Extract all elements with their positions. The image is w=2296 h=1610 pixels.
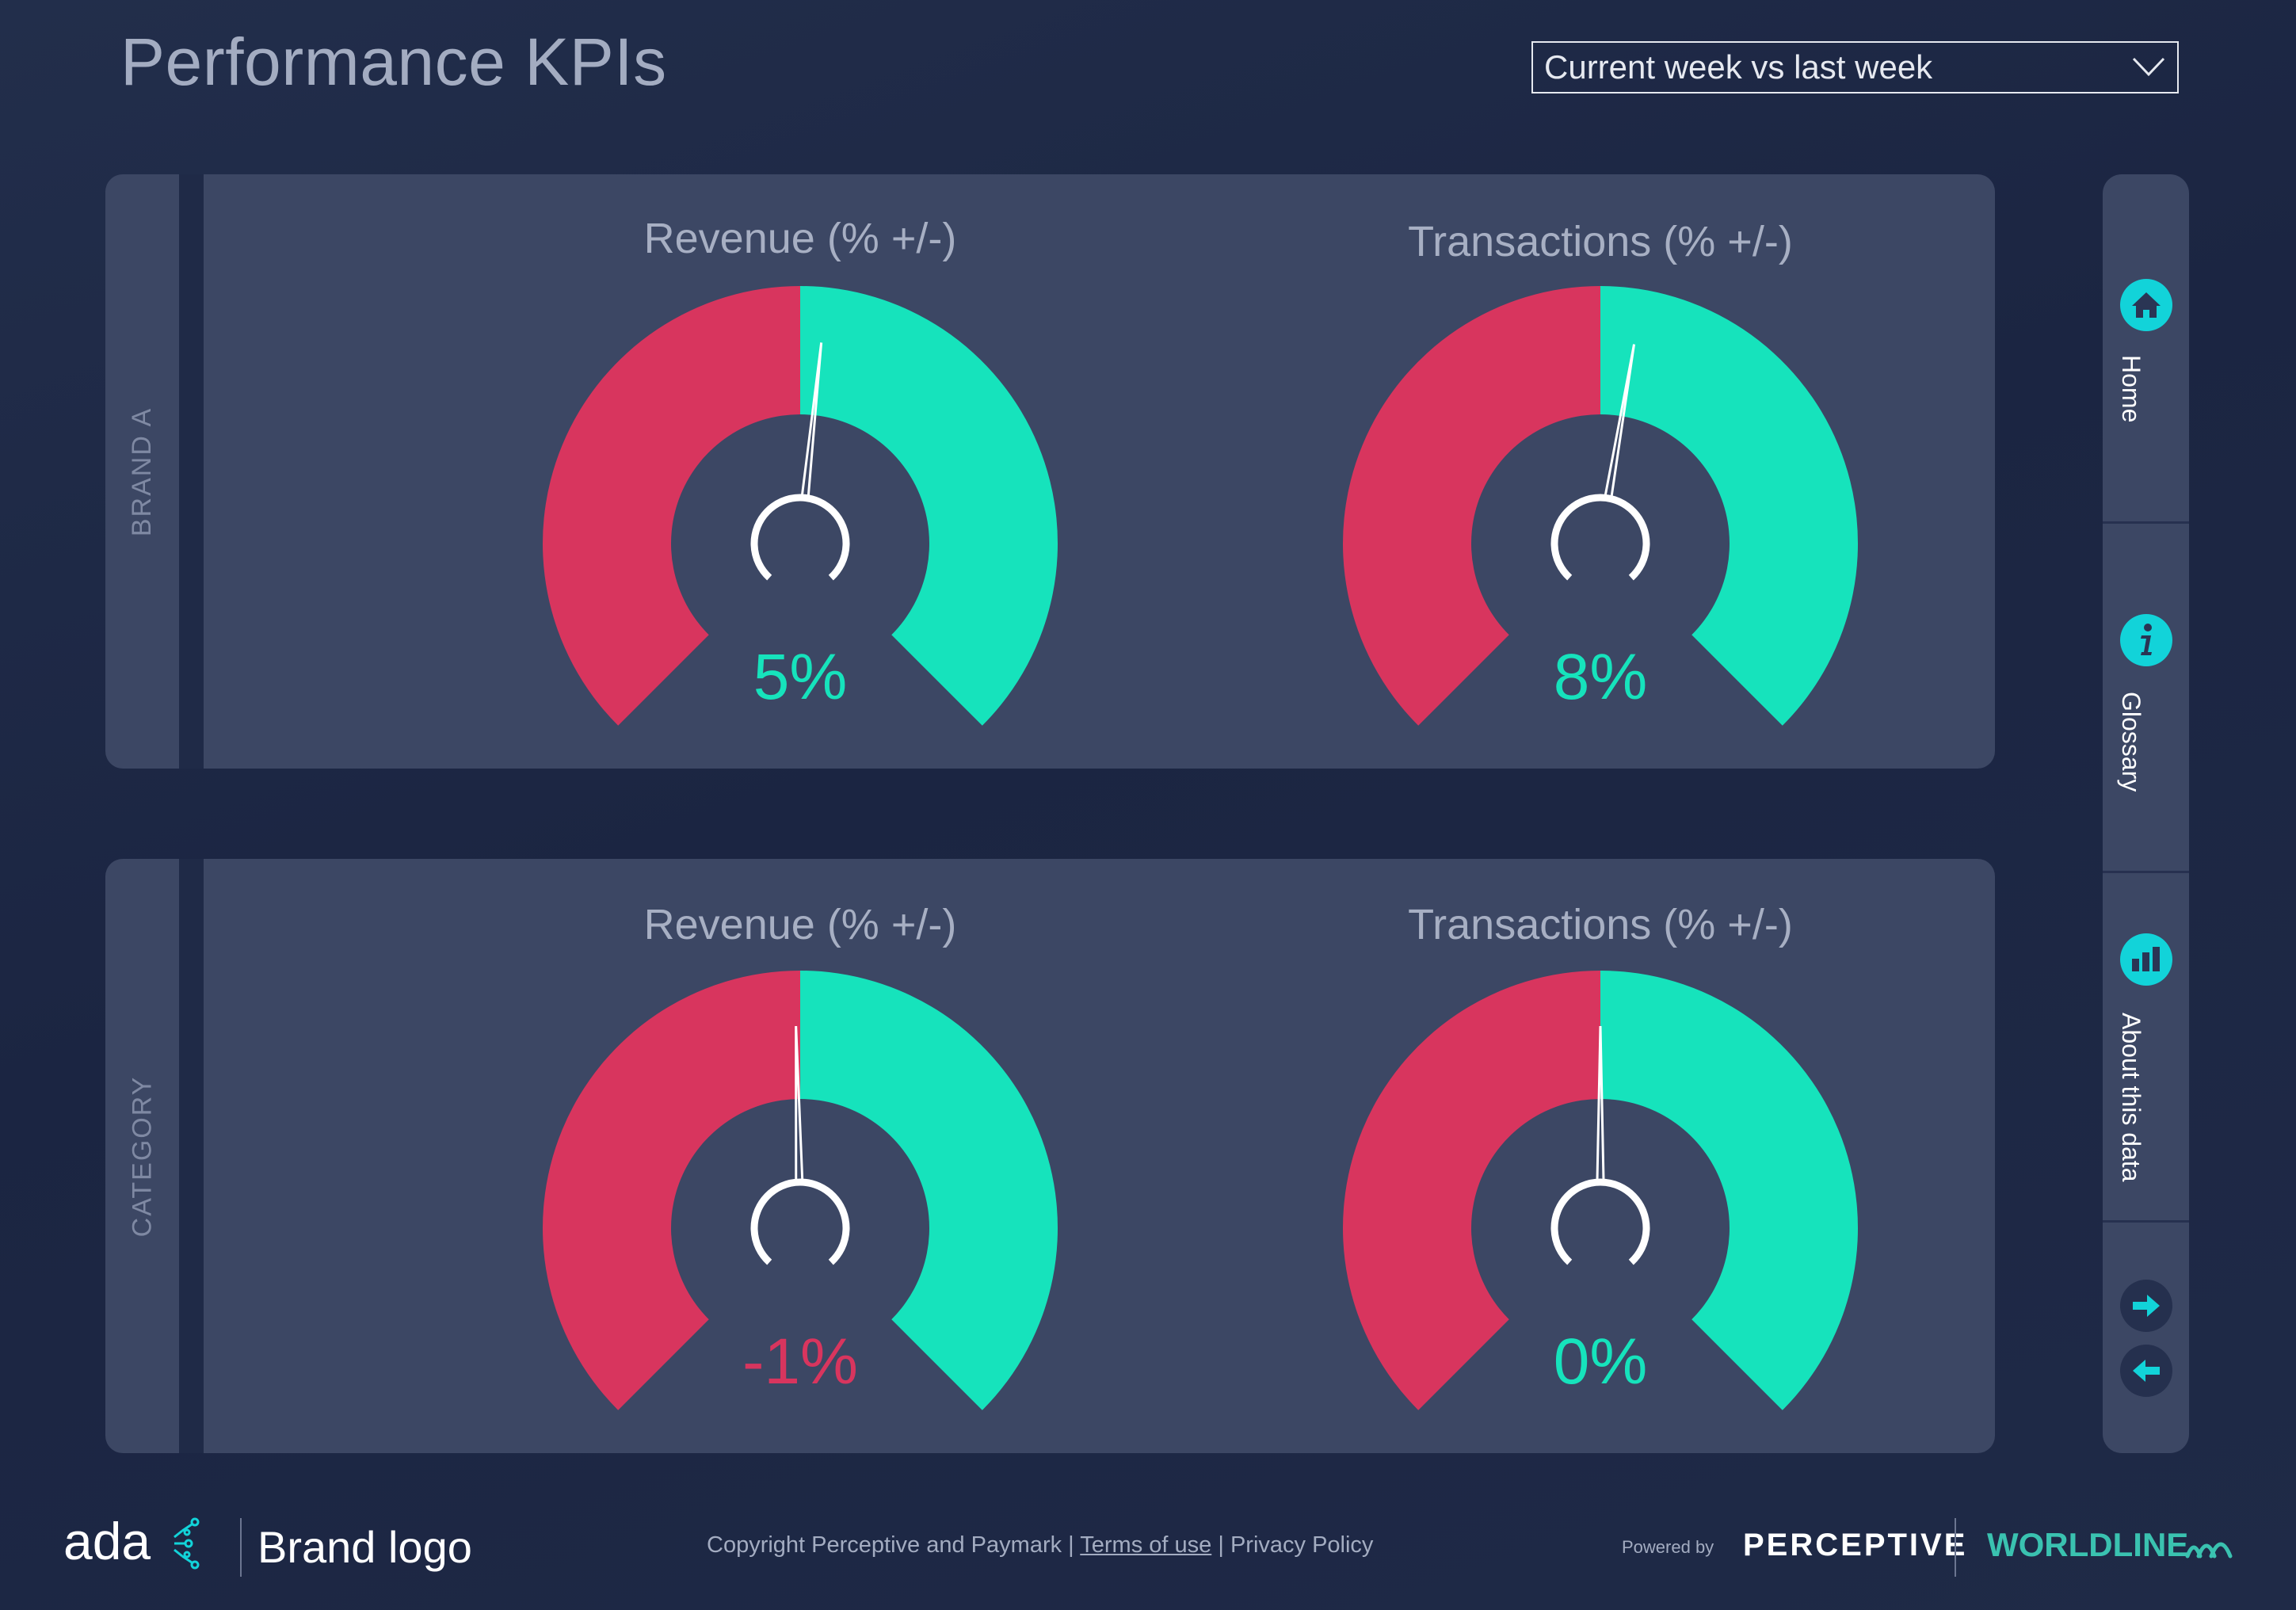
gauge-hub — [750, 1178, 850, 1265]
info-icon — [2120, 614, 2172, 666]
nav-item-about[interactable]: About this data — [2103, 873, 2189, 1223]
gauge-value: 5% — [753, 641, 848, 713]
gauge-value: 8% — [1553, 641, 1648, 713]
nav-pager — [2103, 1223, 2189, 1453]
gauge-positive-band — [1600, 971, 1858, 1410]
gauge-transactions-brand — [1343, 286, 1858, 726]
gauge-title: Transactions (% +/-) — [1408, 218, 1793, 265]
gauge-title: Revenue (% +/-) — [643, 901, 957, 948]
panel-label: CATEGORY — [127, 1075, 158, 1237]
kpi-panel-category: CATEGORY Revenue (% +/-) -1% Transaction… — [105, 859, 1995, 1453]
gauge-title: Revenue (% +/-) — [643, 215, 957, 262]
kpi-panel-brand: BRAND A Revenue (% +/-) 5% Transactions … — [105, 174, 1995, 769]
panel-side-label: BRAND A — [105, 174, 179, 769]
powered-by: Powered by — [1622, 1537, 1714, 1557]
gauge-negative-band — [543, 971, 800, 1410]
nav-item-label: Glossary — [2117, 692, 2145, 792]
gauge-positive-band — [1600, 286, 1858, 726]
brand-logo: Brand logo — [257, 1522, 472, 1572]
nav-item-glossary[interactable]: Glossary — [2103, 524, 2189, 873]
terms-link[interactable]: Terms of use — [1080, 1532, 1212, 1558]
worldline-logo: WORLDLINE — [1987, 1526, 2189, 1563]
svg-text:ada: ada — [63, 1512, 151, 1570]
gauge-title: Transactions (% +/-) — [1408, 901, 1793, 948]
perceptive-logo: PERCEPTIVE — [1743, 1528, 1968, 1562]
bar-chart-icon — [2120, 933, 2172, 986]
gauge-hub — [1550, 494, 1650, 581]
gauge-transactions-category — [1343, 971, 1858, 1410]
gauge-positive-band — [800, 286, 1058, 726]
copyright-sep: | — [1218, 1532, 1224, 1558]
arrow-right-icon[interactable] — [2119, 1278, 2174, 1333]
period-select-value: Current week vs last week — [1544, 48, 1933, 86]
panel-divider — [179, 174, 204, 769]
ada-logo: ada — [63, 1512, 200, 1570]
panel-side-label: CATEGORY — [105, 859, 179, 1453]
page-title: Performance KPIs — [120, 25, 667, 99]
footer: ada Brand logo Copyright Perceptive and … — [0, 1505, 2296, 1610]
copyright: Copyright Perceptive and Paymark | Terms… — [707, 1532, 1373, 1558]
period-select[interactable]: Current week vs last week — [1531, 41, 2179, 93]
footer-separator — [1955, 1518, 1956, 1577]
nav-rail: Home Glossary About this data — [2103, 174, 2189, 1453]
panel-label: BRAND A — [127, 406, 158, 536]
gauge-value: 0% — [1553, 1326, 1648, 1398]
footer-separator — [240, 1518, 242, 1577]
gauge-negative-band — [1343, 971, 1600, 1410]
nav-item-label: Home — [2117, 355, 2145, 423]
nav-item-label: About this data — [2117, 1013, 2145, 1182]
gauge-positive-band — [800, 971, 1058, 1410]
copyright-text: Copyright Perceptive and Paymark — [707, 1532, 1062, 1558]
arrow-left-icon[interactable] — [2119, 1343, 2174, 1398]
gauge-negative-band — [543, 286, 800, 726]
privacy-link[interactable]: Privacy Policy — [1230, 1532, 1374, 1558]
copyright-sep: | — [1068, 1532, 1074, 1558]
home-icon — [2120, 279, 2172, 331]
chevron-down-icon — [2132, 57, 2165, 77]
worldline-wave-icon — [2185, 1542, 2233, 1558]
gauge-negative-band — [1343, 286, 1600, 726]
gauge-revenue-brand — [543, 286, 1058, 726]
panel-divider — [179, 859, 204, 1453]
gauge-value: -1% — [742, 1326, 858, 1398]
nav-item-home[interactable]: Home — [2103, 174, 2189, 524]
gauge-hub — [1550, 1178, 1650, 1265]
gauge-revenue-category — [543, 971, 1058, 1410]
gauge-hub — [750, 494, 850, 581]
